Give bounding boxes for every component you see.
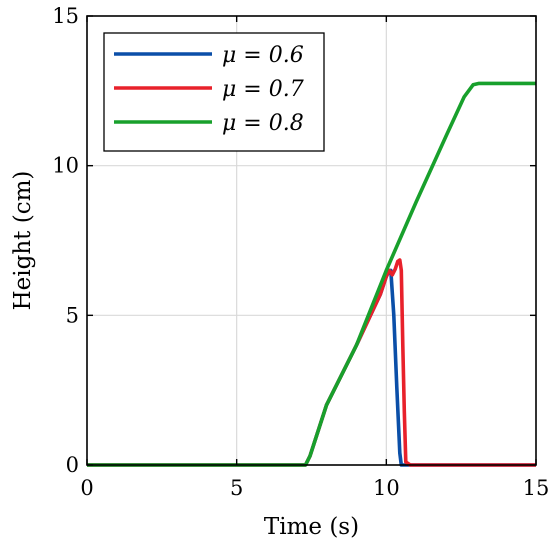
x-tick-label: 15 (523, 476, 550, 500)
y-tick-label: 5 (66, 303, 79, 327)
y-tick-label: 15 (52, 4, 79, 28)
legend-entry-3: μ = 0.8 (222, 111, 304, 136)
y-axis-label: Height (cm) (10, 171, 36, 311)
legend-entry-1: μ = 0.6 (222, 43, 304, 68)
x-tick-label: 0 (80, 476, 93, 500)
y-tick-label: 10 (52, 154, 79, 178)
x-tick-label: 5 (230, 476, 243, 500)
y-tick-label: 0 (66, 453, 79, 477)
x-tick-label: 10 (373, 476, 400, 500)
legend: μ = 0.6 μ = 0.7 μ = 0.8 (103, 32, 325, 152)
series-line-3 (87, 81, 536, 467)
axis-ticks: 0 5 10 15 0 5 10 15 (52, 4, 549, 500)
plot-frame (86, 15, 537, 466)
legend-entry-2: μ = 0.7 (222, 77, 304, 102)
x-axis-label: Time (s) (264, 514, 359, 540)
